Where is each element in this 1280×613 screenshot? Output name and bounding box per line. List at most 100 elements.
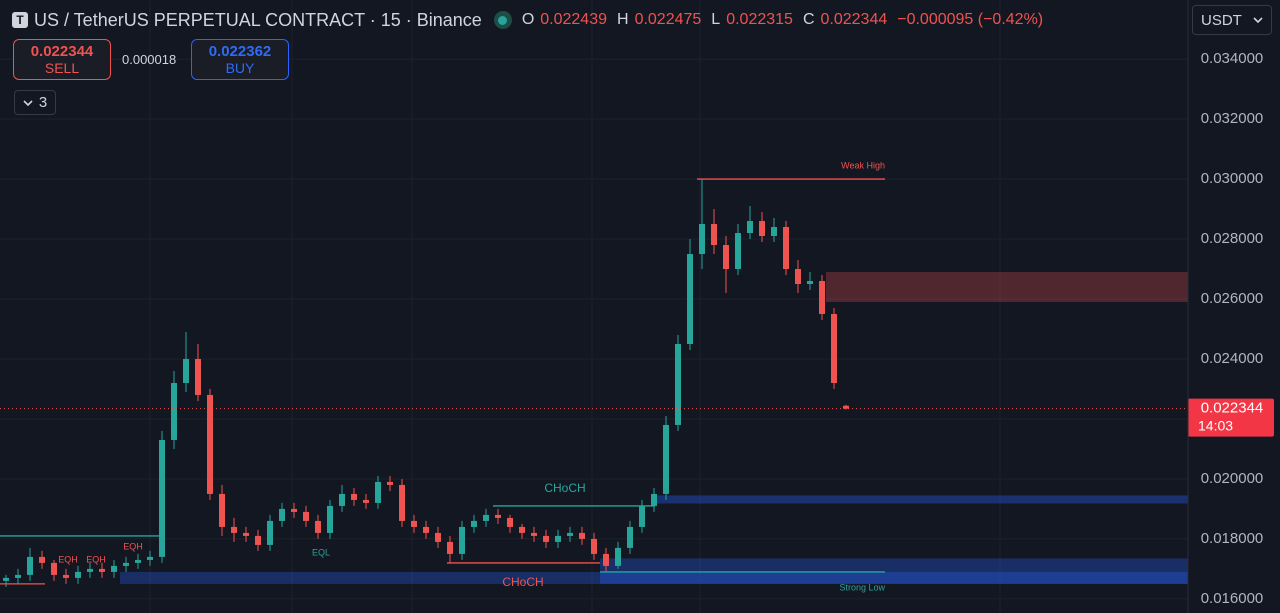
candle-body: [627, 526, 633, 548]
candle-body: [675, 343, 681, 425]
y-tick-label: 0.024000: [1201, 350, 1264, 367]
candle-body: [543, 535, 549, 542]
candle-body: [759, 221, 765, 237]
candle-body: [279, 508, 285, 521]
candle-body: [459, 526, 465, 554]
candle-body: [15, 574, 21, 578]
zone: [826, 272, 1188, 303]
ohlc-key: L: [711, 11, 721, 28]
ohlc-value: 0.022439: [540, 11, 607, 28]
currency: USDT: [1201, 11, 1242, 29]
y-tick-label: 0.032000: [1201, 110, 1264, 127]
candle-body: [195, 358, 201, 395]
ohlc-value: 0.022344: [820, 11, 888, 28]
y-tick-label: 0.028000: [1201, 230, 1264, 247]
annotation: EQL: [312, 547, 330, 557]
chevron: [23, 99, 33, 106]
candle-body: [507, 517, 513, 527]
buy-label: BUY: [225, 59, 255, 76]
logo: T: [12, 12, 28, 28]
candle-body: [783, 227, 789, 270]
sell-label: SELL: [44, 59, 80, 76]
ohlc-value: 0.022475: [634, 11, 702, 28]
candle-body: [39, 556, 45, 563]
candle-body: [843, 405, 849, 409]
candle-body: [75, 571, 81, 578]
candle-body: [531, 532, 537, 536]
last-price-label: 0.022344: [1201, 400, 1264, 417]
chevron: [1253, 17, 1263, 24]
candle-body: [99, 568, 105, 572]
candle-body: [483, 514, 489, 521]
ohlc-key: H: [617, 11, 629, 28]
zone: [120, 571, 1188, 584]
y-tick-label: 0.016000: [1201, 590, 1264, 607]
indicator-count: 3: [38, 94, 48, 111]
candle-body: [603, 553, 609, 566]
candle-body: [255, 535, 261, 545]
candle-body: [831, 313, 837, 383]
candle-body: [159, 439, 165, 557]
buy-price: 0.022362: [208, 42, 272, 60]
candle-body: [327, 505, 333, 533]
header: T US / TetherUS PERPETUAL CONTRACT · 15 …: [12, 8, 1047, 32]
candle-body: [711, 224, 717, 246]
annotation: EQH: [58, 554, 78, 564]
level-label: Weak High: [841, 160, 885, 170]
level-label: CHoCH: [502, 575, 543, 589]
candle-body: [387, 481, 393, 485]
candle-body: [795, 269, 801, 285]
y-tick-label: 0.020000: [1201, 470, 1264, 487]
y-tick-label: 0.034000: [1201, 50, 1264, 67]
candle-body: [63, 574, 69, 578]
annotation: EQH: [86, 554, 106, 564]
candle-body: [363, 499, 369, 503]
candle-body: [447, 541, 453, 554]
candle-body: [663, 424, 669, 494]
candle-body: [111, 565, 117, 572]
ohlc-value: 0.022315: [726, 11, 793, 28]
candle-body: [231, 526, 237, 533]
candle-body: [219, 493, 225, 527]
candle-body: [123, 562, 129, 566]
candle-body: [243, 532, 249, 536]
currency-dropdown[interactable]: USDT: [1192, 5, 1272, 35]
candle-body: [747, 221, 753, 234]
candle-body: [267, 520, 273, 545]
y-tick-label: 0.030000: [1201, 170, 1264, 187]
candle-body: [3, 577, 9, 581]
level-label: CHoCH: [544, 481, 585, 495]
candle-body: [171, 382, 177, 440]
ohlc-key: C: [802, 11, 815, 28]
candle-body: [207, 394, 213, 494]
zone: [600, 558, 1188, 584]
indicators-toggle[interactable]: 3: [14, 90, 56, 115]
candle-body: [351, 493, 357, 500]
candle-body: [183, 358, 189, 383]
annotation: EQH: [123, 541, 143, 551]
candle-body: [735, 233, 741, 270]
candle-body: [519, 526, 525, 533]
buy-button[interactable]: 0.022362 BUY: [191, 39, 289, 80]
level-label: Strong Low: [839, 582, 885, 592]
y-tick-label: 0.018000: [1201, 530, 1264, 547]
candle-body: [411, 520, 417, 527]
candle-body: [639, 505, 645, 527]
candle-body: [147, 556, 153, 560]
candle-body: [315, 520, 321, 533]
countdown: 14:03: [1198, 417, 1233, 433]
ohlc-key: O: [521, 11, 535, 28]
candle-body: [495, 514, 501, 518]
candle-body: [27, 556, 33, 575]
candle-body: [339, 493, 345, 506]
candle-body: [771, 227, 777, 237]
candle-body: [615, 547, 621, 566]
sell-button[interactable]: 0.022344 SELL: [13, 39, 111, 80]
candle-body: [87, 568, 93, 572]
candle-body: [423, 526, 429, 533]
candle-body: [579, 532, 585, 539]
candle-body: [375, 481, 381, 503]
candle-body: [699, 224, 705, 255]
